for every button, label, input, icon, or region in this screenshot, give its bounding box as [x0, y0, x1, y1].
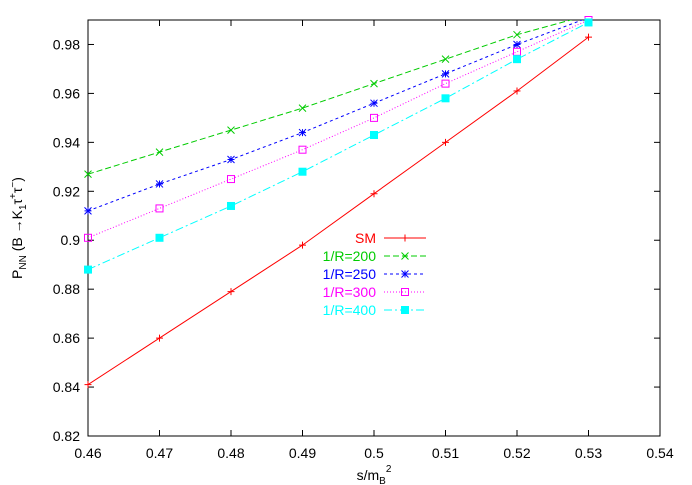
y-tick-label: 0.94: [53, 134, 80, 150]
legend-entry-4: 1/R=400: [323, 302, 426, 318]
x-tick-label: 0.48: [217, 445, 244, 461]
legend-label: 1/R=250: [323, 266, 377, 282]
y-tick-label: 0.86: [53, 330, 80, 346]
data-point-2-0: [84, 207, 92, 215]
y-tick-label: 0.92: [53, 183, 80, 199]
data-point-0-1: [156, 334, 163, 342]
data-point-1-3: [298, 104, 307, 112]
axis-ticks: [87, 20, 661, 437]
x-tick-label: 0.54: [646, 445, 673, 461]
plot-frame: [87, 19, 661, 437]
legend-label: 1/R=400: [323, 302, 377, 318]
data-point-0-5: [442, 138, 449, 146]
legend-marker: [401, 270, 409, 278]
data-point-1-5: [441, 55, 450, 64]
x-tick-label: 0.46: [74, 445, 101, 461]
data-point-1-4: [370, 79, 378, 88]
y-tick-label: 0.98: [53, 36, 80, 52]
x-tick-label: 0.5: [364, 445, 384, 461]
x-tick-label: 0.47: [146, 445, 173, 461]
data-point-4-1: [155, 233, 164, 242]
y-axis-label: PNN (B →K1τ+τ−): [8, 177, 29, 279]
legend-marker: [401, 306, 409, 314]
legend-entry-3: 1/R=300: [323, 284, 426, 300]
series-markers: [84, 16, 593, 389]
data-point-4-0: [84, 265, 92, 274]
series-line-0: [88, 36, 589, 386]
data-point-0-4: [370, 190, 378, 198]
data-point-4-5: [441, 94, 450, 103]
x-tick-label: 0.49: [289, 445, 316, 461]
data-point-2-6: [513, 40, 521, 49]
data-point-2-1: [155, 180, 164, 188]
data-point-3-1: [155, 204, 164, 213]
x-tick-label: 0.52: [503, 445, 530, 461]
y-tick-label: 0.96: [53, 85, 80, 101]
legend-marker: [401, 234, 409, 242]
series-line-2: [88, 20, 584, 212]
y-tick-label: 0.82: [53, 428, 80, 444]
data-point-3-0: [84, 233, 92, 242]
legend-label: 1/R=200: [323, 248, 377, 264]
y-tick-label: 0.9: [61, 232, 81, 248]
data-point-2-4: [370, 99, 378, 108]
data-point-0-3: [299, 241, 306, 249]
legend-entry-2: 1/R=250: [323, 266, 426, 282]
data-point-4-2: [227, 201, 235, 210]
y-tick-label: 0.84: [53, 379, 80, 395]
legend-entry-1: 1/R=200: [323, 248, 426, 264]
data-point-0-0: [84, 381, 92, 389]
data-point-2-2: [227, 155, 235, 164]
data-point-4-4: [370, 131, 378, 140]
series-line-1: [88, 20, 573, 175]
data-point-1-1: [155, 148, 164, 156]
data-point-0-7: [585, 33, 592, 41]
data-point-3-5: [441, 79, 450, 88]
data-point-3-4: [370, 113, 378, 122]
tick-labels: 0.46 0.47 0.48 0.49 0.5 0.51 0.52 0.53 0.54 0.82 0…: [53, 36, 674, 461]
legend-marker: [401, 288, 409, 296]
data-point-3-2: [227, 175, 235, 184]
x-tick-label: 0.51: [432, 445, 459, 461]
data-point-2-5: [441, 69, 450, 78]
data-point-4-6: [513, 55, 521, 64]
series-line-4: [88, 21, 589, 271]
data-point-3-6: [513, 47, 521, 56]
legend-entry-0: SM: [355, 230, 426, 246]
series-lines: [88, 20, 589, 386]
data-point-4-7: [584, 18, 593, 27]
data-point-1-2: [227, 126, 235, 134]
series-line-3: [88, 20, 589, 239]
data-point-0-6: [513, 87, 521, 95]
data-point-0-2: [227, 288, 235, 296]
data-point-4-3: [298, 167, 307, 176]
data-point-3-3: [298, 145, 307, 154]
x-tick-label: 0.53: [575, 445, 602, 461]
legend-label: 1/R=300: [323, 284, 377, 300]
y-tick-label: 0.88: [53, 281, 80, 297]
data-point-1-6: [513, 30, 521, 39]
legend-marker: [401, 252, 409, 260]
data-point-1-0: [84, 170, 92, 179]
legend: SM 1/R=200 1/R=250 1/R=300 1/R=400: [323, 230, 426, 318]
x-axis-label: s/mB2: [357, 464, 392, 485]
legend-label: SM: [355, 230, 376, 246]
data-point-2-3: [298, 128, 307, 137]
